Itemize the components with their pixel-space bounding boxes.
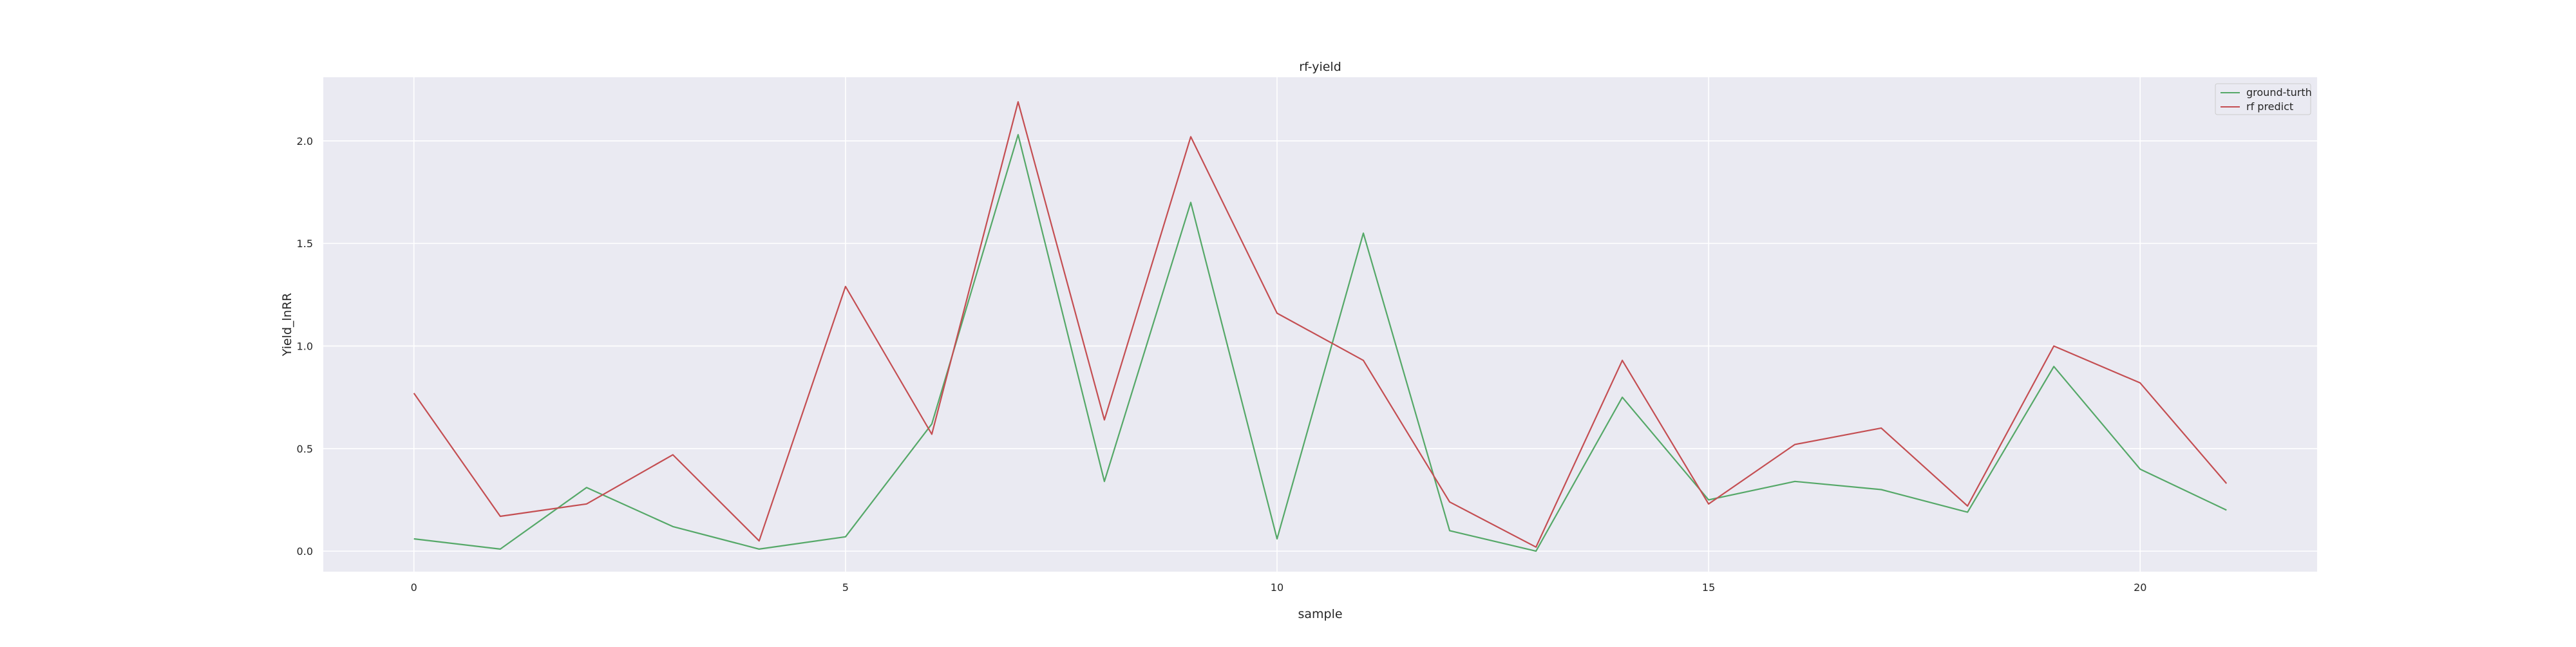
x-tick-label: 10 <box>1271 581 1283 594</box>
x-axis-label: sample <box>1298 607 1342 621</box>
x-tick-label: 20 <box>2134 581 2146 594</box>
y-tick-label: 1.0 <box>297 340 313 352</box>
tick-labels: 0 5 10 15 20 0.0 0.5 1.0 1.5 2.0 <box>297 135 2147 594</box>
legend-label-rf-predict: rf predict <box>2246 100 2293 113</box>
y-tick-label: 2.0 <box>297 135 313 147</box>
series-lines <box>413 101 2228 552</box>
plot-area <box>323 77 2317 572</box>
x-tick-label: 15 <box>1702 581 1715 594</box>
legend-label-ground-turth: ground-turth <box>2246 86 2312 98</box>
series-line-rf-predict <box>413 101 2228 548</box>
chart-title: rf-yield <box>1299 60 1341 74</box>
series-line-ground-turth <box>413 134 2227 552</box>
y-tick-label: 1.5 <box>297 238 313 250</box>
grid <box>323 77 2317 572</box>
y-axis-label: Yield_lnRR <box>280 293 294 357</box>
y-tick-label: 0.0 <box>297 545 313 558</box>
legend: ground-turth rf predict <box>2215 83 2312 115</box>
y-tick-label: 0.5 <box>297 443 313 455</box>
x-tick-label: 0 <box>411 581 417 594</box>
x-tick-label: 5 <box>842 581 849 594</box>
